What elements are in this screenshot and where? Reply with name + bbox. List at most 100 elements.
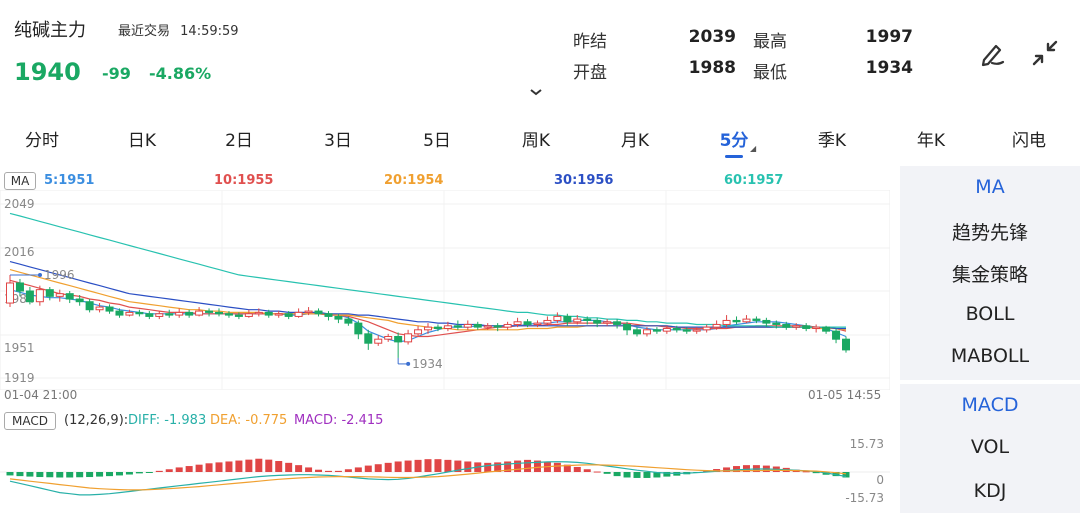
macd-bar <box>653 472 661 478</box>
candle-body <box>284 313 293 317</box>
candle-body <box>662 327 671 332</box>
expand-chevron-icon[interactable] <box>529 86 543 100</box>
candle-body <box>822 326 831 332</box>
macd-tag[interactable]: MACD <box>4 412 56 430</box>
macd-bar <box>633 472 641 478</box>
sub-indicator-item[interactable]: KDJ <box>973 480 1007 502</box>
candle-body <box>722 319 731 325</box>
candle-body <box>234 314 243 317</box>
tab-0[interactable]: 分时 <box>25 131 59 151</box>
candle-body <box>334 315 343 320</box>
macd-bar <box>225 461 233 472</box>
macd-dea-line <box>9 464 847 491</box>
macd-bar <box>36 472 44 478</box>
candle-body <box>433 326 442 329</box>
macd-bar <box>384 462 392 472</box>
tab-dropdown-corner-icon[interactable]: ◢ <box>750 144 757 153</box>
candle-body <box>145 313 154 317</box>
candle-body <box>513 321 522 325</box>
macd-bar <box>315 469 323 472</box>
macd-bar <box>115 472 123 476</box>
candle-body <box>165 313 174 316</box>
tab-3[interactable]: 3日 <box>324 131 352 151</box>
main-indicator-item[interactable]: 趋势先锋 <box>951 222 1028 244</box>
x-label-start: 01-04 21:00 <box>4 388 78 402</box>
macd-bar <box>235 460 243 472</box>
high-marker-dot <box>38 272 42 277</box>
macd-bar <box>354 467 362 472</box>
macd-bar <box>6 472 14 476</box>
pen-icon[interactable] <box>978 38 1008 68</box>
candle-body <box>155 313 164 317</box>
tab-1[interactable]: 日K <box>127 131 157 151</box>
macd-bar <box>573 466 581 472</box>
candle-body <box>682 329 691 332</box>
candle-body <box>742 318 751 323</box>
tab-8[interactable]: 季K <box>817 131 847 151</box>
ma-tag[interactable]: MA <box>4 172 36 190</box>
main-indicator-item[interactable]: 集金策略 <box>951 264 1028 286</box>
candle-body <box>732 319 741 323</box>
macd-bar <box>265 459 273 472</box>
tab-5[interactable]: 周K <box>521 131 551 151</box>
candle-body <box>623 323 632 331</box>
candle-body <box>563 315 572 323</box>
macd-bar <box>96 472 104 477</box>
macd-bar <box>285 462 293 472</box>
macd-bar <box>593 471 601 473</box>
main-indicator-item[interactable]: BOLL <box>965 303 1015 325</box>
macd-bar <box>324 470 332 472</box>
candle-body <box>603 321 612 324</box>
macd-bar <box>414 459 422 472</box>
price-change: -99 <box>102 64 131 83</box>
last-price: 1940 <box>14 58 81 86</box>
candle-body <box>244 313 253 317</box>
macd-bar <box>56 472 64 478</box>
shrink-icon[interactable] <box>1029 37 1061 69</box>
candle-body <box>135 311 144 315</box>
tab-2[interactable]: 2日 <box>225 131 253 151</box>
macd-bar <box>215 462 223 472</box>
macd-bar <box>583 469 591 472</box>
macd-bar <box>484 462 492 472</box>
prev-settle-value: 2039 <box>688 27 736 47</box>
candle-body <box>752 318 761 321</box>
macd-bar <box>563 464 571 472</box>
macd-bar <box>145 472 153 473</box>
price-change-pct: -4.86% <box>149 64 212 83</box>
tab-4[interactable]: 5日 <box>423 131 451 151</box>
last-trade-time: 14:59:59 <box>180 24 239 39</box>
macd-bar <box>832 472 840 477</box>
chart-frame <box>0 190 890 390</box>
tab-9[interactable]: 年K <box>916 131 946 151</box>
macd-chart[interactable]: 15.73 0 -15.73 <box>0 432 890 513</box>
candle-body <box>712 323 721 328</box>
y-tick-label: 1951 <box>4 341 35 355</box>
macd-bar <box>394 461 402 472</box>
candle-body <box>254 311 263 315</box>
candle-body <box>354 322 363 335</box>
main-indicator-item[interactable]: MA <box>975 176 1005 198</box>
main-indicator-panel: MA 趋势先锋集金策略 BOLL MABOLL <box>900 166 1080 380</box>
tab-10[interactable]: 闪电 <box>1012 131 1046 151</box>
macd-bar <box>344 469 352 472</box>
macd-bar <box>514 460 522 472</box>
ma-legend-item: 60:1957 <box>724 173 784 188</box>
main-indicator-item[interactable]: MABOLL <box>950 345 1030 367</box>
candle-body <box>314 310 323 315</box>
sub-indicator-item[interactable]: VOL <box>970 436 1010 458</box>
candle-body <box>473 323 482 328</box>
open-label: 开盘 <box>573 63 607 83</box>
macd-bar <box>66 472 74 478</box>
macd-bar <box>16 472 24 477</box>
tab-7[interactable]: 5分 <box>719 131 749 151</box>
macd-bar <box>424 459 432 472</box>
candle-body <box>543 319 552 324</box>
macd-bar <box>76 472 84 478</box>
candle-body <box>443 325 452 329</box>
macd-bar <box>434 459 442 472</box>
tab-6[interactable]: 月K <box>620 131 650 151</box>
low-marker-dot <box>406 361 411 366</box>
sub-indicator-item[interactable]: MACD <box>961 394 1019 416</box>
